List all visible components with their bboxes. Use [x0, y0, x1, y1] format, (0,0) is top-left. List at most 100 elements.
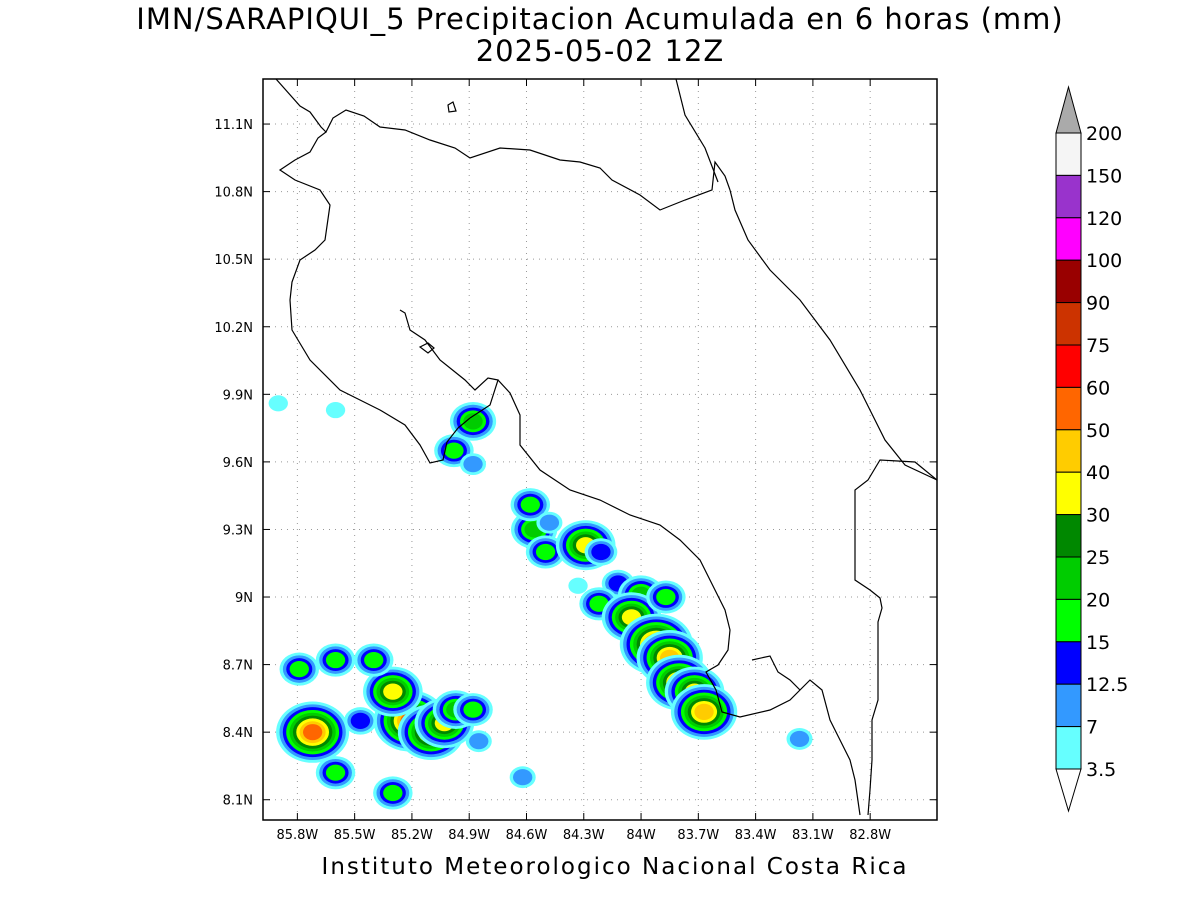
precip-contour — [568, 577, 588, 594]
lon-label: 85.8W — [276, 828, 318, 843]
lon-label: 83.1W — [792, 828, 834, 843]
precip-cell — [373, 776, 413, 810]
precip-cell — [315, 756, 356, 790]
lat-label: 8.7N — [223, 659, 253, 674]
colorbar-label: 3.5 — [1086, 759, 1116, 781]
precipitation-field — [268, 395, 813, 810]
precip-cell — [646, 580, 686, 614]
precip-cell — [268, 395, 288, 412]
colorbar-label: 120 — [1086, 208, 1122, 230]
coastline-nw-upper — [675, 79, 719, 183]
coastline-north — [275, 79, 731, 211]
precip-cell — [363, 666, 423, 717]
coastline-gulf — [399, 309, 499, 419]
precip-contour — [289, 661, 309, 678]
coastline-caribbean — [729, 189, 937, 481]
plot-frame — [262, 78, 938, 821]
colorbar-swatch — [1055, 514, 1082, 558]
colorbar: 3.5 7 12.5 15 20 25 30 40 50 60 75 90 100 120 150 200 — [1055, 85, 1128, 813]
lon-label: 84W — [626, 828, 656, 843]
colorbar-label: 7 — [1086, 717, 1098, 739]
precip-contour — [383, 683, 403, 700]
precip-cell — [536, 511, 563, 534]
precip-contour — [463, 413, 483, 430]
colorbar-swatch — [1055, 386, 1082, 431]
precip-cell — [315, 643, 356, 677]
colorbar-label: 100 — [1086, 250, 1122, 272]
lat-label: 9.3N — [223, 523, 253, 538]
precip-contour — [364, 651, 384, 669]
lon-label: 84.3W — [563, 828, 605, 843]
precip-contour — [268, 395, 288, 412]
colorbar-swatch — [1055, 302, 1082, 346]
lat-label: 8.1N — [223, 794, 253, 809]
precip-cell — [509, 766, 536, 789]
colorbar-swatch — [1055, 217, 1082, 261]
map-subtitle: 2025-05-02 12Z — [475, 34, 725, 68]
lon-label: 85.2W — [391, 828, 433, 843]
precip-contour — [463, 701, 483, 718]
precip-contour — [463, 456, 483, 473]
precip-contour — [539, 514, 560, 531]
lat-label: 10.5N — [214, 253, 253, 268]
map-title: IMN/SARAPIQUI_5 Precipitacion Acumulada … — [136, 2, 1064, 36]
precip-contour — [325, 651, 346, 669]
precip-contour — [325, 764, 346, 781]
precip-contour — [535, 543, 556, 561]
precip-contour — [589, 595, 609, 612]
precip-cell — [525, 535, 566, 569]
precip-contour — [302, 724, 323, 741]
colorbar-label: 200 — [1086, 123, 1122, 145]
lon-label: 84.9W — [448, 828, 490, 843]
coastline-pacific — [497, 379, 861, 816]
lat-label: 8.4N — [223, 726, 253, 741]
lon-label: 83.4W — [735, 828, 777, 843]
precip-contour — [444, 442, 464, 459]
colorbar-label: 150 — [1086, 165, 1122, 187]
colorbar-label: 75 — [1086, 335, 1110, 357]
colorbar-swatch — [1055, 174, 1082, 219]
precip-cell — [465, 730, 492, 753]
colorbar-under-arrow — [1055, 768, 1082, 813]
colorbar-label: 60 — [1086, 377, 1110, 399]
lat-label: 9.9N — [223, 388, 253, 403]
precip-cell — [568, 577, 588, 594]
precip-cell — [584, 538, 618, 566]
colorbar-label: 25 — [1086, 547, 1110, 569]
precip-contour — [656, 588, 676, 606]
precip-cell — [449, 401, 497, 441]
colorbar-swatch — [1055, 641, 1082, 685]
precip-contour — [591, 543, 611, 561]
lat-label: 10.8N — [214, 186, 253, 201]
precip-contour — [383, 784, 403, 802]
colorbar-swatch — [1055, 683, 1082, 728]
precip-cell — [279, 652, 320, 686]
precip-contour — [350, 712, 371, 729]
colorbar-swatch — [1055, 556, 1082, 600]
precip-cell — [510, 488, 551, 522]
lon-label: 84.6W — [506, 828, 548, 843]
colorbar-label: 15 — [1086, 632, 1110, 654]
precip-contour — [325, 401, 346, 419]
map-axes: 85.8W 85.5W 85.2W 84.9W 84.6W 84.3W 84W 83.7W 83… — [214, 79, 937, 843]
precip-contour — [469, 733, 489, 750]
colorbar-label: 50 — [1086, 420, 1110, 442]
precip-contour — [520, 496, 540, 513]
precip-contour — [694, 703, 714, 720]
colorbar-swatch — [1055, 259, 1082, 304]
colorbar-label: 40 — [1086, 462, 1110, 484]
lat-label: 9.6N — [223, 456, 253, 471]
coastline-panama — [854, 459, 937, 816]
precip-contour — [513, 769, 533, 786]
precip-cell — [354, 643, 394, 677]
lat-label: 10.2N — [214, 321, 253, 336]
colorbar-label: 30 — [1086, 505, 1110, 527]
island-cano — [447, 101, 457, 113]
precip-cell — [670, 684, 738, 740]
coastline-osa — [751, 655, 801, 691]
colorbar-label: 20 — [1086, 589, 1110, 611]
coastline — [275, 79, 937, 816]
colorbar-swatch — [1055, 429, 1082, 473]
lon-label: 83.7W — [677, 828, 719, 843]
